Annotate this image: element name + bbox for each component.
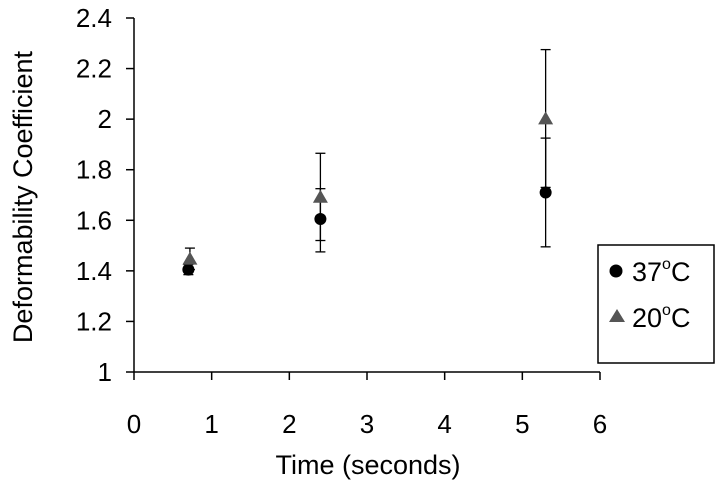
data-point-triangle xyxy=(182,251,198,265)
x-tick-label: 6 xyxy=(593,409,607,439)
series-37C xyxy=(182,137,552,276)
legend-label-37c: 37oC xyxy=(632,256,690,287)
y-axis-title: Deformability Coefficient xyxy=(8,50,38,343)
axes xyxy=(133,18,600,373)
y-tick-label: 1.4 xyxy=(76,256,112,286)
series-layer xyxy=(182,48,554,276)
x-axis-ticks: 0 1 2 3 4 5 6 xyxy=(127,372,607,439)
x-tick-label: 1 xyxy=(204,409,218,439)
legend-marker-37c xyxy=(609,264,623,278)
x-tick-label: 2 xyxy=(282,409,296,439)
x-tick-label: 4 xyxy=(437,409,451,439)
series-20C xyxy=(182,48,554,271)
y-tick-label: 1.2 xyxy=(76,306,112,336)
x-axis-title: Time (seconds) xyxy=(275,450,460,480)
y-tick-label: 2.2 xyxy=(76,54,112,84)
data-point-triangle xyxy=(538,111,554,125)
x-tick-label: 0 xyxy=(127,409,141,439)
y-tick-label: 2 xyxy=(98,104,112,134)
legend: 37oC 20oC xyxy=(597,244,715,364)
x-tick-label: 3 xyxy=(360,409,374,439)
legend-marker-20c xyxy=(609,309,625,322)
x-tick-label: 5 xyxy=(515,409,529,439)
legend-label-20c: 20oC xyxy=(632,302,690,333)
y-tick-label: 1 xyxy=(98,357,112,387)
y-tick-label: 1.6 xyxy=(76,205,112,235)
y-tick-label: 2.4 xyxy=(76,3,112,33)
data-point-triangle xyxy=(312,189,328,203)
y-axis-ticks: 1 1.2 1.4 1.6 1.8 2 2.2 2.4 xyxy=(76,3,134,387)
y-tick-label: 1.8 xyxy=(76,155,112,185)
data-point-circle xyxy=(539,186,552,199)
